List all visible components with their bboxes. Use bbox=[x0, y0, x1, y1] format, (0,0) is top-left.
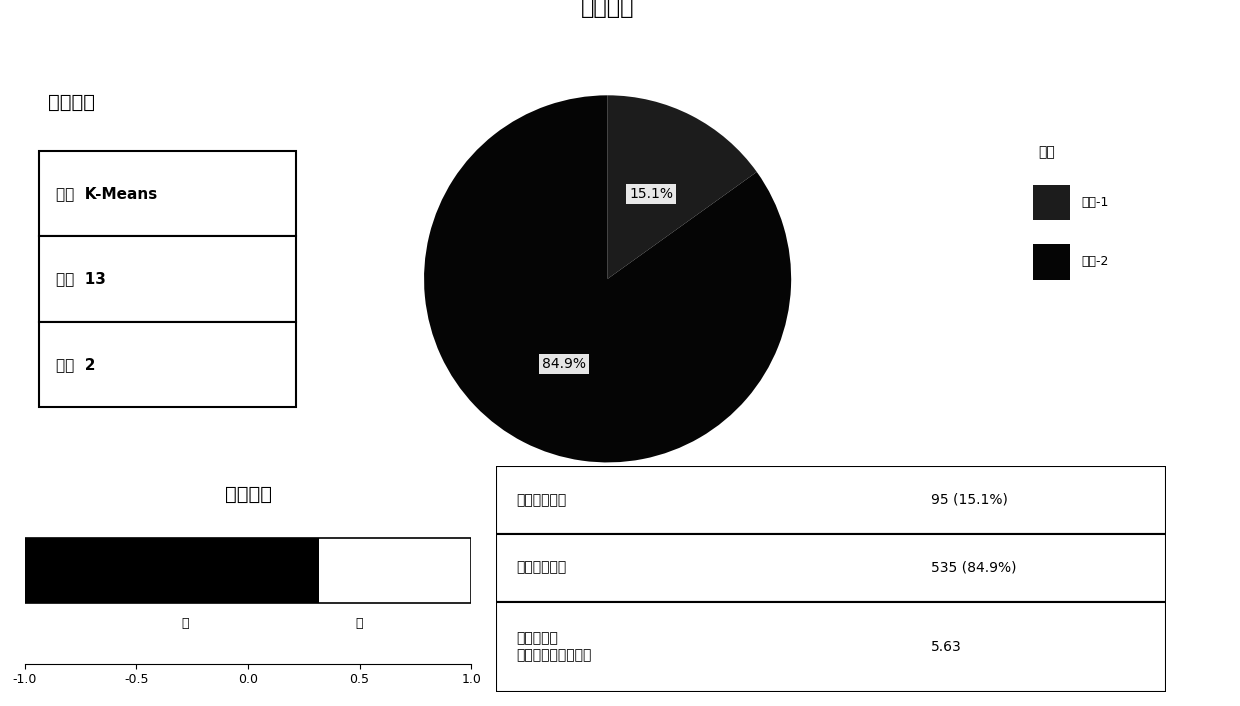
FancyBboxPatch shape bbox=[496, 466, 1166, 534]
Text: 最大聚类大小: 最大聚类大小 bbox=[516, 561, 567, 575]
Text: 聚类  2: 聚类 2 bbox=[56, 357, 95, 372]
FancyBboxPatch shape bbox=[496, 602, 1166, 692]
Bar bbox=[25, 538, 320, 603]
Text: 535 (84.9%): 535 (84.9%) bbox=[931, 561, 1017, 575]
FancyBboxPatch shape bbox=[40, 150, 296, 236]
Bar bbox=[25, 538, 471, 603]
Text: 模型概要: 模型概要 bbox=[47, 92, 94, 112]
Title: 聚类大小: 聚类大小 bbox=[580, 0, 635, 18]
Text: 95 (15.1%): 95 (15.1%) bbox=[931, 493, 1008, 507]
Text: 好: 好 bbox=[356, 617, 363, 630]
Text: 84.9%: 84.9% bbox=[542, 357, 587, 371]
Text: 输入  13: 输入 13 bbox=[56, 271, 107, 287]
Text: 5.63: 5.63 bbox=[931, 640, 962, 654]
Text: 最小聚类大小: 最小聚类大小 bbox=[516, 493, 567, 507]
Title: 聚类质量: 聚类质量 bbox=[224, 485, 272, 504]
FancyBboxPatch shape bbox=[40, 321, 296, 407]
Bar bbox=[1033, 185, 1070, 220]
Text: 算法  K-Means: 算法 K-Means bbox=[56, 186, 157, 201]
Text: 差: 差 bbox=[182, 617, 190, 630]
Text: 聚类-2: 聚类-2 bbox=[1081, 256, 1109, 268]
Text: 聚类: 聚类 bbox=[1039, 145, 1055, 159]
Bar bbox=[1033, 244, 1070, 280]
Wedge shape bbox=[608, 95, 756, 279]
Wedge shape bbox=[424, 95, 791, 462]
FancyBboxPatch shape bbox=[496, 534, 1166, 602]
Text: 聚类-1: 聚类-1 bbox=[1081, 196, 1109, 209]
FancyBboxPatch shape bbox=[40, 236, 296, 321]
Text: 大小比率：
最大聚类比最小聚类: 大小比率： 最大聚类比最小聚类 bbox=[516, 632, 591, 662]
Text: 15.1%: 15.1% bbox=[629, 187, 673, 201]
